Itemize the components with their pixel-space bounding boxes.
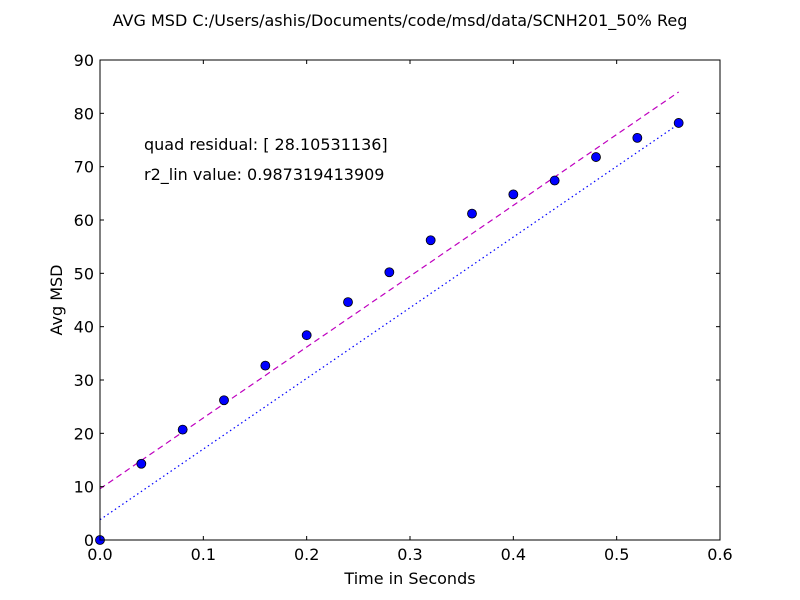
y-tick-label: 40 bbox=[74, 318, 94, 337]
y-tick-label: 50 bbox=[74, 264, 94, 283]
x-tick-label: 0.3 bbox=[397, 545, 422, 564]
linear-fit-line bbox=[99, 91, 680, 490]
x-tick-label: 0.4 bbox=[501, 545, 526, 564]
y-tick-label: 10 bbox=[74, 478, 94, 497]
x-axis-label: Time in Seconds bbox=[343, 569, 475, 588]
data-point bbox=[136, 458, 147, 469]
x-tick-label: 0.1 bbox=[191, 545, 216, 564]
data-point bbox=[549, 175, 560, 186]
y-tick-label: 90 bbox=[74, 51, 94, 70]
annotation-r2-lin: r2_lin value: 0.987319413909 bbox=[144, 165, 384, 185]
y-tick-label: 80 bbox=[74, 104, 94, 123]
x-tick-label: 0.6 bbox=[707, 545, 732, 564]
y-tick-label: 0 bbox=[84, 531, 94, 550]
data-point bbox=[673, 118, 684, 128]
data-point bbox=[467, 208, 477, 219]
data-point bbox=[177, 424, 188, 435]
y-tick-label: 30 bbox=[74, 371, 94, 390]
data-point bbox=[301, 330, 312, 341]
x-tick-label: 0.5 bbox=[604, 545, 629, 564]
y-axis-label: Avg MSD bbox=[47, 265, 66, 336]
data-point bbox=[260, 360, 271, 371]
data-point bbox=[425, 235, 436, 246]
data-point bbox=[591, 152, 601, 162]
data-point bbox=[343, 297, 353, 308]
annotation-layer: quad residual: [ 28.10531136] r2_lin val… bbox=[144, 135, 388, 185]
ticks-layer: 0.0 0.1 0.2 0.3 0.4 0.5 0.6 0 10 20 30 40 50 60 70 80 90 bbox=[74, 51, 733, 564]
x-tick-label: 0.2 bbox=[294, 545, 319, 564]
y-tick-label: 70 bbox=[74, 158, 94, 177]
axes-frame bbox=[99, 59, 721, 541]
y-tick-label: 60 bbox=[74, 211, 94, 230]
annotation-quad-residual: quad residual: [ 28.10531136] bbox=[144, 135, 388, 154]
data-point bbox=[508, 189, 519, 200]
chart-title: AVG MSD C:/Users/ashis/Documents/code/ms… bbox=[113, 11, 688, 31]
y-tick-label: 20 bbox=[74, 424, 94, 443]
x-tick-label: 0.0 bbox=[87, 545, 112, 564]
data-point bbox=[219, 395, 229, 406]
data-point bbox=[384, 267, 395, 278]
plot-area: quad residual: [ 28.10531136] r2_lin val… bbox=[74, 51, 733, 564]
series-layer bbox=[95, 91, 684, 545]
data-point bbox=[632, 132, 643, 143]
